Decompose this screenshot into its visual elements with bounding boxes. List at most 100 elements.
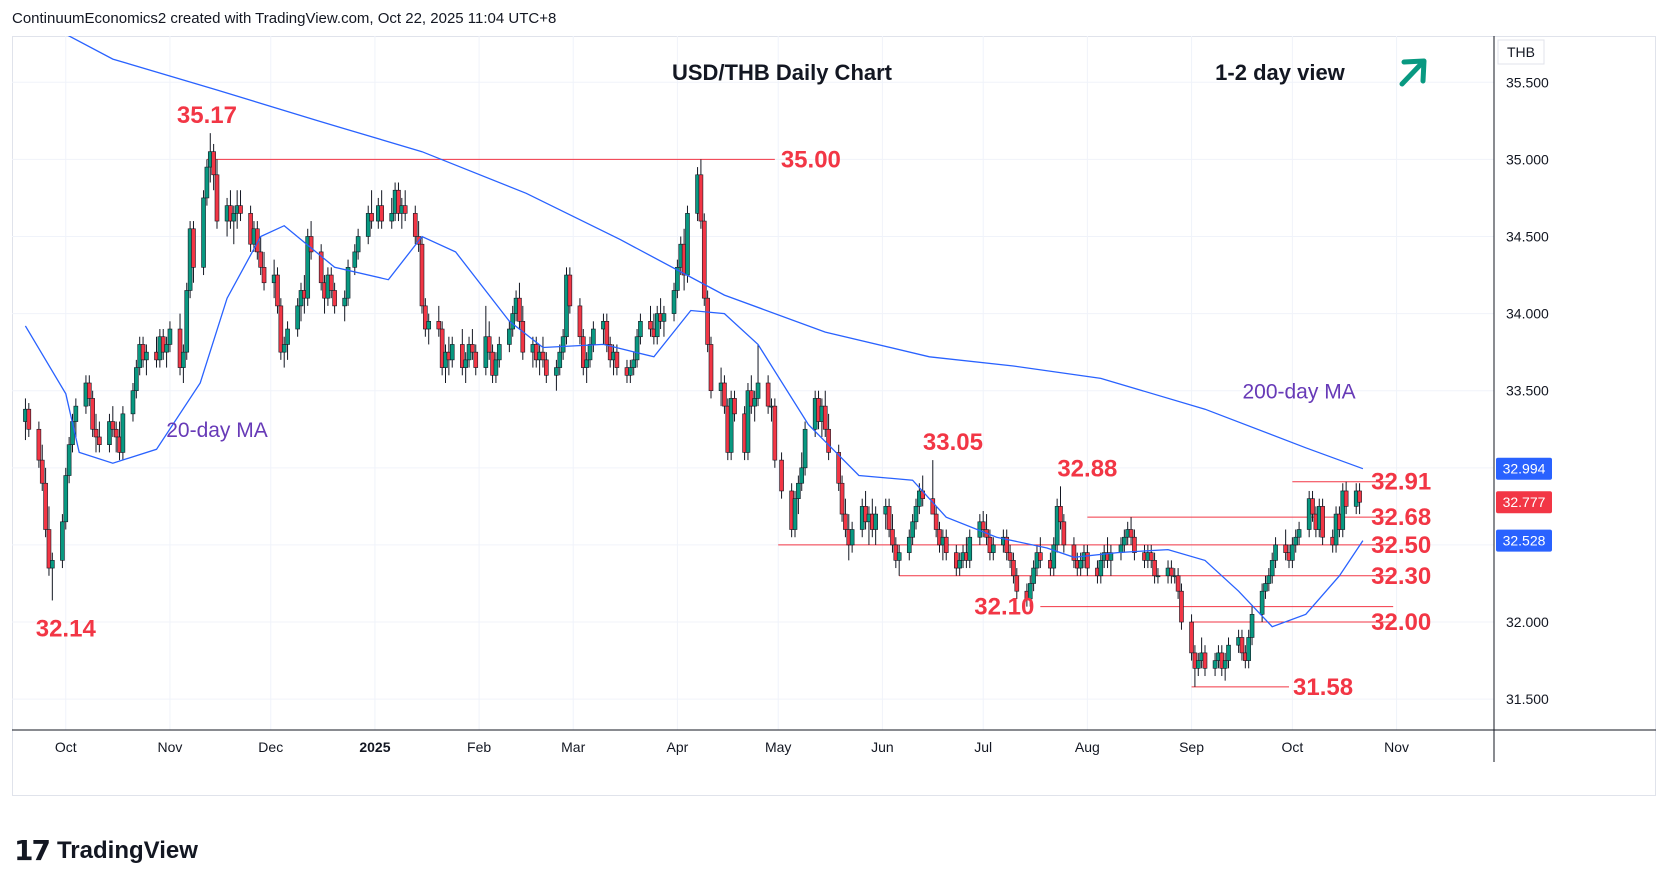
candle-body xyxy=(46,529,52,569)
candle-body xyxy=(1078,560,1083,569)
candle-body xyxy=(1189,621,1194,654)
ma-label: 20-day MA xyxy=(166,419,268,442)
candle-body xyxy=(1340,490,1346,530)
candle xyxy=(1122,529,1127,553)
tradingview-brand[interactable]: 17 TradingView xyxy=(14,834,198,867)
candle-body xyxy=(796,482,801,499)
candle-body xyxy=(1014,575,1020,592)
candle-body xyxy=(1051,544,1057,569)
candle xyxy=(554,359,559,391)
candle xyxy=(1031,560,1036,592)
candle xyxy=(1226,637,1231,669)
candle-body xyxy=(1239,637,1245,654)
candle-body xyxy=(1246,637,1251,661)
candle xyxy=(181,344,186,383)
candle-body xyxy=(379,205,384,222)
candle xyxy=(1239,629,1245,661)
candle-body xyxy=(580,336,586,368)
candle-body xyxy=(957,560,962,569)
candle xyxy=(755,344,761,407)
chart-subtitle: 1-2 day view xyxy=(1215,60,1346,85)
level-label: 32.50 xyxy=(1371,532,1431,559)
x-tick-label: Apr xyxy=(666,739,688,755)
candle-body xyxy=(1011,560,1016,577)
candle xyxy=(281,336,287,368)
candle xyxy=(577,298,583,345)
candle xyxy=(873,506,878,545)
candle xyxy=(332,282,337,314)
candle-body xyxy=(906,536,912,553)
candle-body xyxy=(544,359,549,376)
candle xyxy=(177,313,183,376)
x-tick-label: May xyxy=(765,739,791,755)
candle xyxy=(73,398,79,437)
candle xyxy=(765,375,771,414)
level-label: 32.91 xyxy=(1371,469,1431,496)
candle xyxy=(705,290,710,353)
candle-body xyxy=(836,452,841,484)
candle xyxy=(728,390,734,461)
candle-body xyxy=(1266,575,1272,584)
candle xyxy=(211,143,216,191)
candle xyxy=(1269,552,1275,584)
candle-body xyxy=(191,228,196,268)
candle-body xyxy=(63,475,69,523)
candle xyxy=(1014,568,1020,599)
candle xyxy=(369,190,374,229)
candle xyxy=(580,329,586,376)
candle xyxy=(722,375,727,414)
candle xyxy=(449,336,455,368)
candle xyxy=(184,282,190,360)
candle xyxy=(1152,552,1157,584)
candle-body xyxy=(460,344,465,368)
candle-body xyxy=(1293,536,1299,546)
candle-body xyxy=(285,328,290,345)
candle-body xyxy=(654,313,660,338)
price-annotation: 33.05 xyxy=(923,429,983,456)
candle-body xyxy=(560,336,566,353)
candle xyxy=(36,421,42,468)
candle-body xyxy=(396,189,401,214)
candle-body xyxy=(1357,490,1362,503)
candle-body xyxy=(275,274,280,307)
candle-body xyxy=(557,351,563,368)
candle xyxy=(1189,614,1194,661)
candle-body xyxy=(671,290,677,314)
candle-body xyxy=(493,359,499,376)
candle-body xyxy=(463,359,468,368)
candle-body xyxy=(634,336,640,361)
candle xyxy=(792,490,798,538)
candle xyxy=(228,190,233,229)
candle xyxy=(63,467,69,530)
candle-body xyxy=(745,390,751,453)
y-tick-label: 34.500 xyxy=(1506,228,1549,244)
candle-body xyxy=(631,359,637,368)
x-tick-label: Dec xyxy=(258,739,283,755)
candle xyxy=(90,390,95,437)
candle xyxy=(402,190,408,222)
candle xyxy=(214,159,220,229)
candle-body xyxy=(614,351,620,368)
candle xyxy=(638,313,643,345)
candle xyxy=(50,552,55,601)
candle xyxy=(1071,537,1077,569)
candle xyxy=(628,359,633,383)
candle-body xyxy=(204,166,210,199)
candle xyxy=(231,205,237,245)
candle xyxy=(957,552,962,576)
moving-averages xyxy=(24,36,1364,628)
candle xyxy=(671,282,677,322)
candle-body xyxy=(449,344,455,361)
candle-body xyxy=(705,297,710,345)
price-annotation: 32.88 xyxy=(1057,455,1117,482)
candle xyxy=(799,452,805,491)
candle-body xyxy=(345,267,351,299)
candle-body xyxy=(214,174,220,222)
candle xyxy=(1004,529,1010,561)
candle-body xyxy=(587,344,593,361)
candle xyxy=(134,359,139,399)
candle-body xyxy=(332,290,337,307)
candle-body xyxy=(873,513,878,530)
candle-body xyxy=(933,513,939,530)
